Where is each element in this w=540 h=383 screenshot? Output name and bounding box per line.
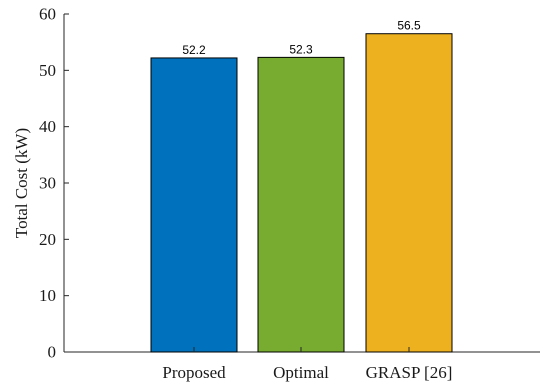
- x-tick-label: Proposed: [162, 363, 226, 382]
- y-tick-label: 10: [39, 286, 56, 305]
- bar-3: [365, 33, 453, 353]
- x-tick-label: Optimal: [273, 363, 329, 382]
- y-tick-label: 50: [39, 61, 56, 80]
- bar-value-label: 52.2: [182, 43, 206, 57]
- bar-value-label: 56.5: [397, 19, 421, 33]
- bar-value-label: 52.3: [289, 42, 313, 56]
- y-tick-label: 40: [39, 117, 56, 136]
- y-tick-label: 60: [39, 5, 56, 24]
- y-axis-title: Total Cost (kW): [12, 128, 31, 238]
- y-tick-label: 20: [39, 230, 56, 249]
- bars: 52.2 52.3 56.5: [150, 19, 453, 353]
- bar-2: [257, 56, 345, 353]
- bar-1: [150, 57, 238, 353]
- x-axis-ticks: Proposed Optimal GRASP [26]: [162, 347, 452, 382]
- y-tick-label: 0: [48, 343, 57, 362]
- y-tick-label: 30: [39, 174, 56, 193]
- y-axis-ticks: 0 10 20 30 40 50 60: [39, 5, 69, 362]
- x-tick-label: GRASP [26]: [366, 363, 453, 382]
- plot-area: 0 10 20 30 40 50 60 52.2 52.3 56.5 Proposed Optim…: [39, 5, 540, 382]
